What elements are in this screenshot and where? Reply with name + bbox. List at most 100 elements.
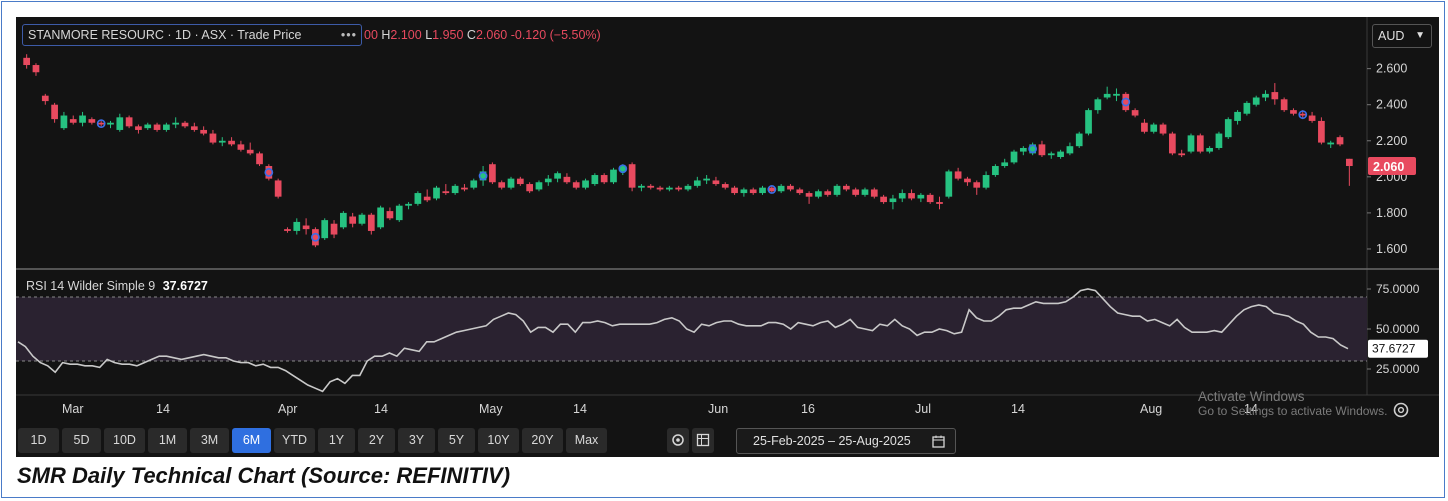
candle-body bbox=[824, 191, 832, 195]
candle-body bbox=[1178, 153, 1186, 156]
candle-body bbox=[433, 187, 440, 199]
candle-body bbox=[135, 126, 142, 130]
candle-body bbox=[1234, 111, 1241, 121]
candle-body bbox=[228, 140, 235, 145]
time-tick-label: 14 bbox=[1011, 402, 1025, 416]
candle-body bbox=[442, 191, 450, 194]
chevron-down-icon: ▼ bbox=[1415, 30, 1425, 41]
timeframe-toolbar: 1D 5D 10D 1M 3M 6M YTD 1Y 2Y 3Y 5Y 10Y 20Y Max 25-Feb… bbox=[16, 427, 1439, 455]
timeframe-button-max[interactable]: Max bbox=[566, 428, 607, 453]
candle-body bbox=[638, 185, 645, 188]
candle-body bbox=[116, 117, 124, 130]
candle-body bbox=[1122, 93, 1130, 111]
currency-label: AUD bbox=[1378, 29, 1405, 43]
candle-body bbox=[703, 178, 710, 181]
event-markers-layer bbox=[96, 97, 1308, 242]
time-tick-label: Jun bbox=[708, 402, 728, 416]
candle-body bbox=[768, 187, 776, 192]
last-price-tag-text: 2.060 bbox=[1373, 160, 1404, 174]
rsi-label: RSI 14 Wilder Simple 9 bbox=[26, 279, 156, 293]
candle-body bbox=[79, 115, 86, 123]
candles-layer bbox=[23, 54, 1353, 248]
candle-body bbox=[1150, 124, 1158, 132]
time-tick-label: 14 bbox=[1244, 402, 1258, 416]
export-table-button[interactable] bbox=[692, 428, 714, 453]
candle-body bbox=[721, 184, 729, 188]
timeframe-button-10y[interactable]: 10Y bbox=[478, 428, 519, 453]
candle-body bbox=[1187, 135, 1195, 152]
candle-body bbox=[97, 122, 105, 125]
candle-body bbox=[1280, 99, 1288, 111]
time-tick-label: 14 bbox=[573, 402, 587, 416]
candle-body bbox=[861, 189, 869, 195]
candle-body bbox=[889, 198, 897, 203]
timeframe-button-6m[interactable]: 6M bbox=[232, 428, 271, 453]
candle-body bbox=[274, 180, 282, 197]
close-value: 2.060 bbox=[475, 28, 508, 42]
candle-body bbox=[572, 182, 580, 188]
time-tick-label: 14 bbox=[156, 402, 170, 416]
candle-body bbox=[842, 185, 850, 190]
candle-body bbox=[1215, 133, 1223, 148]
timeframe-button-20y[interactable]: 20Y bbox=[522, 428, 563, 453]
candle-body bbox=[209, 133, 217, 143]
candle-body bbox=[610, 169, 617, 183]
candle-body bbox=[349, 216, 357, 224]
settings-gear-button[interactable] bbox=[667, 428, 689, 453]
timeframe-button-2y[interactable]: 2Y bbox=[358, 428, 395, 453]
candle-body bbox=[945, 171, 953, 197]
candle-body bbox=[740, 189, 748, 194]
rsi-line bbox=[17, 288, 1349, 393]
timeframe-button-3m[interactable]: 3M bbox=[190, 428, 229, 453]
timeframe-button-5d[interactable]: 5D bbox=[62, 428, 101, 453]
candle-body bbox=[284, 229, 291, 231]
candle-body bbox=[1103, 93, 1111, 98]
time-tick-label: Apr bbox=[278, 402, 297, 416]
instrument-legend[interactable]: STANMORE RESOURC · 1D · ASX · Trade Pric… bbox=[22, 24, 362, 46]
timeframe-button-10d[interactable]: 10D bbox=[104, 428, 145, 453]
more-options-icon[interactable]: ••• bbox=[340, 28, 357, 42]
candle-body bbox=[386, 211, 394, 219]
candle-body bbox=[1327, 142, 1335, 145]
price-tick-label: 2.600 bbox=[1376, 62, 1407, 76]
timeframe-button-5y[interactable]: 5Y bbox=[438, 428, 475, 453]
event-marker bbox=[767, 185, 777, 194]
candle-body bbox=[908, 193, 915, 199]
candle-body bbox=[1345, 158, 1353, 167]
candle-body bbox=[777, 185, 785, 192]
change-value: -0.120 (−5.50%) bbox=[510, 28, 601, 42]
timeframe-button-1d[interactable]: 1D bbox=[18, 428, 59, 453]
candle-body bbox=[256, 153, 263, 165]
close-key: C bbox=[466, 28, 476, 42]
timeframe-button-1y[interactable]: 1Y bbox=[318, 428, 355, 453]
activate-windows-watermark: Activate Windows Go to Settings to activ… bbox=[1198, 389, 1387, 419]
candle-body bbox=[1169, 133, 1176, 154]
candle-body bbox=[852, 189, 860, 195]
candle-body bbox=[125, 117, 133, 127]
currency-select[interactable]: AUD ▼ bbox=[1372, 24, 1432, 48]
candle-body bbox=[367, 214, 375, 231]
candle-body bbox=[1029, 144, 1036, 154]
candle-body bbox=[498, 182, 506, 188]
date-range-picker[interactable]: 25-Feb-2025 – 25-Aug-2025 bbox=[736, 428, 956, 454]
last-rsi-tag-bg bbox=[1368, 339, 1428, 358]
candle-body bbox=[461, 187, 468, 190]
settings-gear-icon[interactable] bbox=[1393, 402, 1409, 418]
price-tick-label: 2.200 bbox=[1376, 134, 1407, 148]
rsi-axis: 75.0000 50.0000 25.0000 bbox=[1367, 282, 1420, 376]
candle-body bbox=[1131, 110, 1139, 116]
timeframe-button-ytd[interactable]: YTD bbox=[274, 428, 315, 453]
candle-body bbox=[405, 203, 412, 206]
timeframe-button-1m[interactable]: 1M bbox=[148, 428, 187, 453]
timeframe-button-3y[interactable]: 3Y bbox=[398, 428, 435, 453]
candle-body bbox=[60, 115, 68, 129]
candle-body bbox=[535, 182, 543, 190]
candle-body bbox=[1252, 97, 1260, 105]
candle-body bbox=[1206, 147, 1213, 152]
candle-body bbox=[563, 176, 571, 183]
instrument-title: STANMORE RESOURC · 1D · ASX · Trade Pric… bbox=[28, 28, 302, 42]
watermark-line-2: Go to Settings to activate Windows. bbox=[1198, 404, 1388, 418]
rsi-tick-label: 25.0000 bbox=[1376, 362, 1420, 376]
date-range-text: 25-Feb-2025 – 25-Aug-2025 bbox=[753, 434, 911, 448]
